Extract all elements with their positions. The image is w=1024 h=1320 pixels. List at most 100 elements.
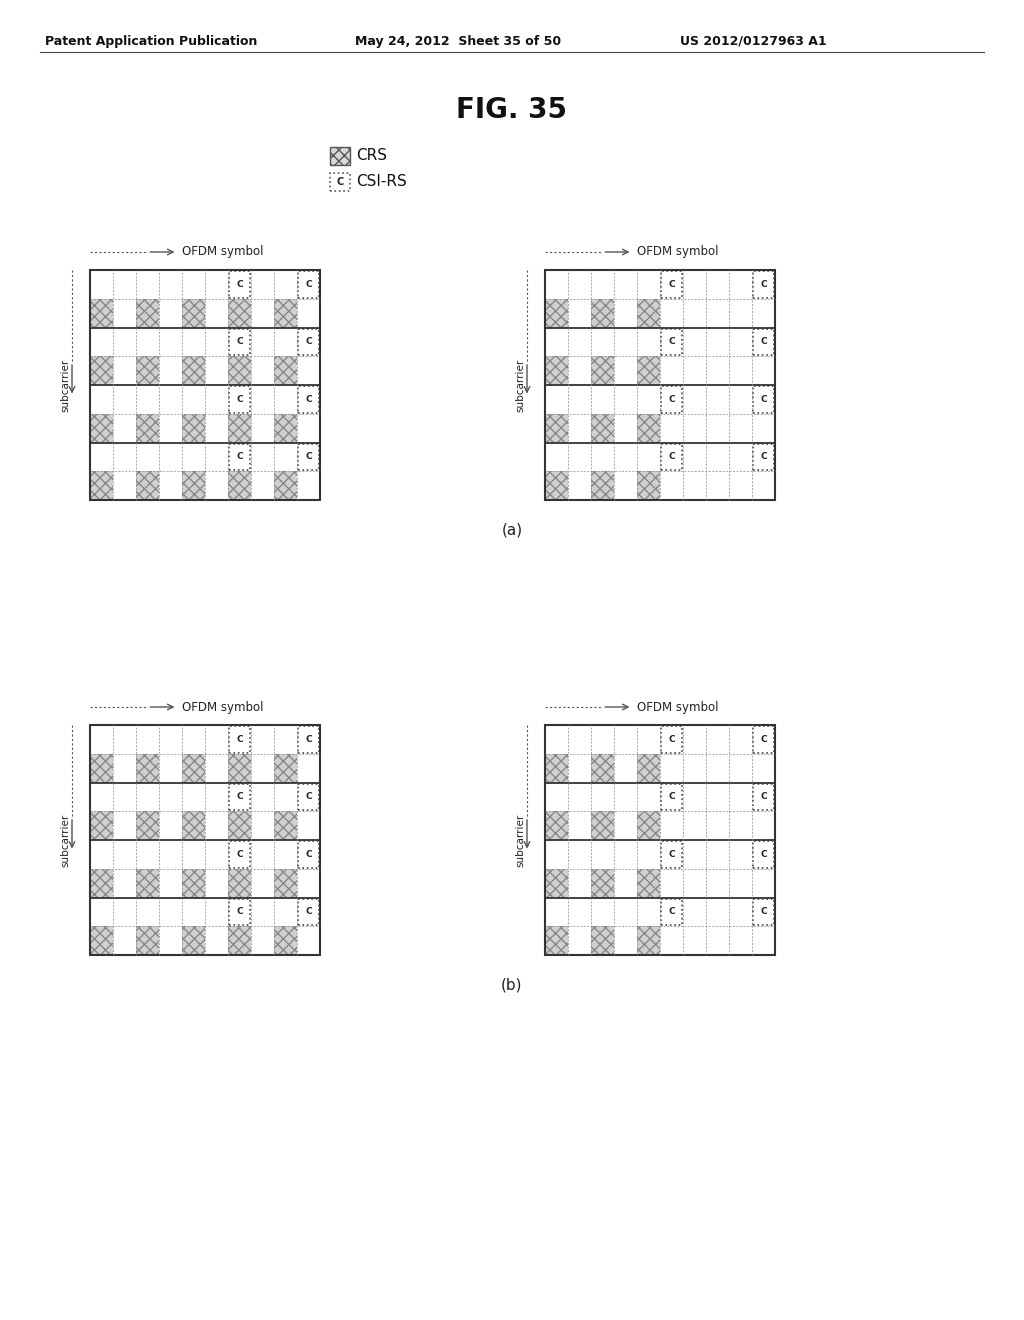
Text: FIG. 35: FIG. 35: [457, 96, 567, 124]
Text: (b): (b): [502, 978, 522, 993]
Bar: [753, 841, 774, 867]
Bar: [637, 927, 660, 954]
Bar: [298, 841, 319, 867]
Text: C: C: [305, 850, 312, 859]
Bar: [637, 754, 660, 783]
Bar: [637, 869, 660, 898]
Bar: [136, 413, 159, 442]
Text: C: C: [669, 850, 675, 859]
Text: US 2012/0127963 A1: US 2012/0127963 A1: [680, 36, 826, 48]
Text: C: C: [237, 850, 243, 859]
Bar: [662, 899, 682, 925]
Bar: [136, 927, 159, 954]
Bar: [182, 356, 205, 385]
Bar: [274, 356, 297, 385]
Bar: [228, 413, 251, 442]
Bar: [545, 271, 775, 500]
Bar: [274, 754, 297, 783]
Bar: [228, 754, 251, 783]
Bar: [274, 869, 297, 898]
Text: C: C: [305, 735, 312, 744]
Bar: [228, 869, 251, 898]
Bar: [545, 298, 568, 327]
Bar: [90, 413, 113, 442]
Text: subcarrier: subcarrier: [60, 813, 70, 867]
Bar: [753, 271, 774, 298]
Bar: [545, 725, 775, 954]
Bar: [136, 812, 159, 840]
Bar: [274, 298, 297, 327]
Text: OFDM symbol: OFDM symbol: [182, 246, 264, 259]
Bar: [591, 927, 614, 954]
Bar: [591, 298, 614, 327]
Bar: [753, 784, 774, 810]
Bar: [274, 927, 297, 954]
Bar: [545, 754, 568, 783]
Bar: [90, 356, 113, 385]
Bar: [662, 784, 682, 810]
Text: C: C: [237, 907, 243, 916]
Bar: [136, 298, 159, 327]
Bar: [591, 812, 614, 840]
Bar: [228, 812, 251, 840]
Bar: [298, 385, 319, 413]
Bar: [637, 812, 660, 840]
Text: C: C: [237, 453, 243, 462]
Bar: [545, 356, 568, 385]
Text: C: C: [760, 850, 767, 859]
Bar: [182, 869, 205, 898]
Bar: [545, 927, 568, 954]
Bar: [753, 444, 774, 470]
Bar: [228, 298, 251, 327]
Bar: [591, 754, 614, 783]
Text: C: C: [669, 907, 675, 916]
Bar: [229, 329, 250, 355]
Text: subcarrier: subcarrier: [515, 813, 525, 867]
Text: Patent Application Publication: Patent Application Publication: [45, 36, 257, 48]
Text: C: C: [760, 907, 767, 916]
Bar: [228, 356, 251, 385]
Bar: [182, 471, 205, 500]
Bar: [298, 444, 319, 470]
Bar: [182, 298, 205, 327]
Bar: [274, 471, 297, 500]
Bar: [545, 413, 568, 442]
Text: OFDM symbol: OFDM symbol: [637, 246, 719, 259]
Text: C: C: [760, 280, 767, 289]
Bar: [229, 385, 250, 413]
Text: C: C: [237, 280, 243, 289]
Bar: [229, 841, 250, 867]
Text: C: C: [305, 792, 312, 801]
Text: C: C: [336, 177, 344, 187]
Bar: [274, 812, 297, 840]
Bar: [298, 329, 319, 355]
Bar: [229, 444, 250, 470]
Bar: [228, 927, 251, 954]
Bar: [637, 298, 660, 327]
Text: OFDM symbol: OFDM symbol: [637, 701, 719, 714]
Text: CSI-RS: CSI-RS: [356, 174, 407, 190]
Text: C: C: [760, 792, 767, 801]
Bar: [274, 413, 297, 442]
Bar: [90, 271, 319, 500]
Text: subcarrier: subcarrier: [515, 358, 525, 412]
Text: subcarrier: subcarrier: [60, 358, 70, 412]
Bar: [545, 812, 568, 840]
Bar: [753, 726, 774, 752]
Text: C: C: [760, 395, 767, 404]
Text: OFDM symbol: OFDM symbol: [182, 701, 264, 714]
Bar: [662, 726, 682, 752]
Bar: [90, 927, 113, 954]
Bar: [90, 812, 113, 840]
Text: C: C: [237, 792, 243, 801]
Text: C: C: [305, 907, 312, 916]
Bar: [298, 784, 319, 810]
Bar: [591, 471, 614, 500]
Bar: [298, 726, 319, 752]
Bar: [136, 754, 159, 783]
Bar: [662, 385, 682, 413]
Bar: [330, 147, 350, 165]
Bar: [637, 356, 660, 385]
Bar: [229, 726, 250, 752]
Bar: [90, 869, 113, 898]
